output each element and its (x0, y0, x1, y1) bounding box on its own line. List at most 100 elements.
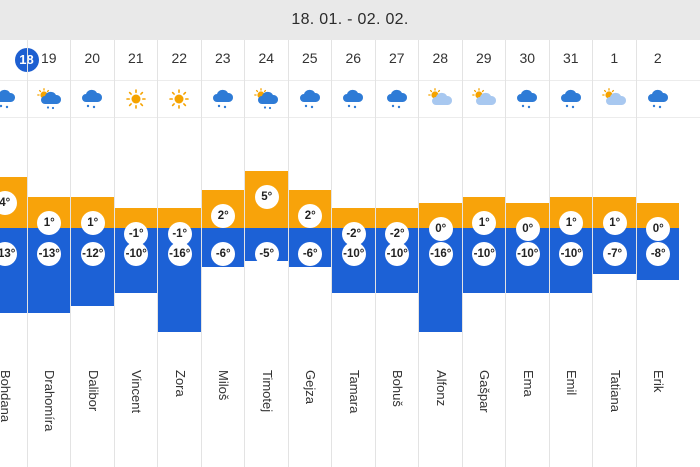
low-temp-bar (71, 228, 114, 306)
low-temp-label: -13° (0, 242, 17, 266)
day-number: 23 (214, 50, 231, 66)
high-temp-label: 1° (602, 210, 627, 235)
cloud-snow-icon (558, 88, 584, 110)
sun-cloud-icon (427, 88, 453, 110)
day-number: 21 (127, 50, 144, 66)
high-temp-label: 2° (298, 204, 323, 228)
nameday-label: Timotej (259, 370, 275, 413)
low-temp-label: -10° (341, 242, 366, 266)
nameday-label: Tatiana (607, 370, 623, 412)
sun-cloud-icon (471, 88, 497, 110)
day-number: 25 (301, 50, 318, 66)
high-temp-bar (114, 208, 157, 228)
day-column[interactable]: 24 5° -5° Timotej (244, 40, 288, 467)
nameday-label: Ema (520, 370, 536, 397)
high-temp-label: -1° (167, 222, 192, 246)
high-temp-bar (332, 208, 375, 228)
nameday-label: Erik (651, 370, 667, 393)
cloud-snow-icon (0, 88, 18, 110)
day-number: 24 (258, 50, 275, 66)
nameday-label: Drahomíra (42, 370, 58, 432)
low-temp-label: -12° (80, 242, 105, 266)
cloud-snow-icon (514, 88, 540, 110)
low-temp-label: -16° (428, 242, 453, 266)
day-column[interactable]: 21 -1° -10° Vincent (113, 40, 157, 467)
sun-cloud-snow-icon (36, 88, 62, 110)
sun-cloud-icon (601, 88, 627, 110)
cloud-snow-icon (340, 88, 366, 110)
cloud-snow-icon (210, 88, 236, 110)
nameday-label: Gašpar (477, 370, 493, 413)
low-temp-label: -10° (515, 242, 540, 266)
day-column[interactable]: 2 0° -8° Erik (635, 40, 679, 467)
nameday-label: Zora (172, 370, 188, 397)
day-number: 20 (84, 50, 101, 66)
nameday-label: Bohdana (0, 370, 13, 423)
low-temp-label: -10° (559, 242, 584, 266)
low-temp-label: -6° (211, 242, 236, 266)
day-column[interactable]: 26 -2° -10° Tamara (331, 40, 375, 467)
low-temp-label: -5° (254, 242, 279, 266)
cloud-snow-icon (79, 88, 105, 110)
high-temp-label: 0° (646, 217, 671, 241)
nameday-label: Tamara (346, 370, 362, 414)
low-temp-bar (27, 228, 70, 313)
high-temp-label: 2° (211, 204, 236, 228)
high-temp-label: 1° (37, 210, 62, 235)
date-range-header: 18. 01. - 02. 02. (0, 0, 700, 40)
high-temp-label: 5° (254, 184, 279, 209)
date-range-title: 18. 01. - 02. 02. (291, 11, 409, 28)
day-column[interactable]: 18 4°-13°Bohdana (0, 40, 39, 467)
sun-icon (123, 88, 149, 110)
low-temp-label: -8° (646, 242, 671, 266)
divider (0, 80, 700, 81)
day-number: 2 (653, 50, 662, 66)
high-temp-label: 0° (515, 217, 540, 241)
low-temp-bar (0, 228, 27, 313)
high-temp-bar (375, 208, 418, 228)
sun-cloud-snow-icon (253, 88, 279, 110)
day-number: 30 (519, 50, 536, 66)
day-column[interactable]: 25 2° -6° Gejza (287, 40, 331, 467)
high-temp-label: 1° (472, 210, 497, 235)
cloud-snow-icon (384, 88, 410, 110)
nameday-label: Alfonz (433, 370, 449, 407)
nameday-label: Miloš (216, 370, 232, 401)
day-column[interactable]: 29 1° -10° Gašpar (461, 40, 505, 467)
high-temp-label: 4° (0, 191, 17, 215)
day-number: 22 (171, 50, 188, 66)
day-number: 31 (562, 50, 579, 66)
cloud-snow-icon (297, 88, 323, 110)
day-column[interactable]: 19 1° -13° Drahomíra (26, 40, 70, 467)
day-column[interactable]: 31 1° -10° Emil (548, 40, 592, 467)
day-column[interactable]: 28 0° -16° Alfonz (418, 40, 462, 467)
low-temp-label: -6° (298, 242, 323, 266)
nameday-label: Gejza (303, 370, 319, 404)
cloud-snow-icon (645, 88, 671, 110)
sun-icon (166, 88, 192, 110)
day-column[interactable]: 23 2° -6° Miloš (200, 40, 244, 467)
day-number: 26 (345, 50, 362, 66)
low-temp-label: -7° (602, 242, 627, 266)
low-temp-label: -13° (37, 242, 62, 266)
high-temp-bar (158, 208, 201, 228)
nameday-label: Dalibor (85, 370, 101, 412)
divider (0, 117, 700, 118)
high-temp-label: 0° (428, 217, 453, 241)
high-temp-label: 1° (80, 210, 105, 235)
nameday-label: Emil (564, 370, 580, 396)
low-temp-label: -16° (167, 242, 192, 266)
day-column[interactable]: 22 -1° -16° Zora (157, 40, 201, 467)
day-number: 1 (610, 50, 619, 66)
nameday-label: Vincent (129, 370, 145, 414)
low-temp-label: -10° (124, 242, 149, 266)
day-column[interactable]: 20 1° -12° Dalibor (70, 40, 114, 467)
day-column[interactable]: 30 0° -10° Ema (505, 40, 549, 467)
day-number: 29 (475, 50, 492, 66)
day-column[interactable]: 27 -2° -10° Bohuš (374, 40, 418, 467)
low-temp-label: -10° (472, 242, 497, 266)
nameday-label: Bohuš (390, 370, 406, 407)
day-column[interactable]: 1 1° -7° Tatiana (592, 40, 636, 467)
day-number: 19 (40, 50, 57, 66)
